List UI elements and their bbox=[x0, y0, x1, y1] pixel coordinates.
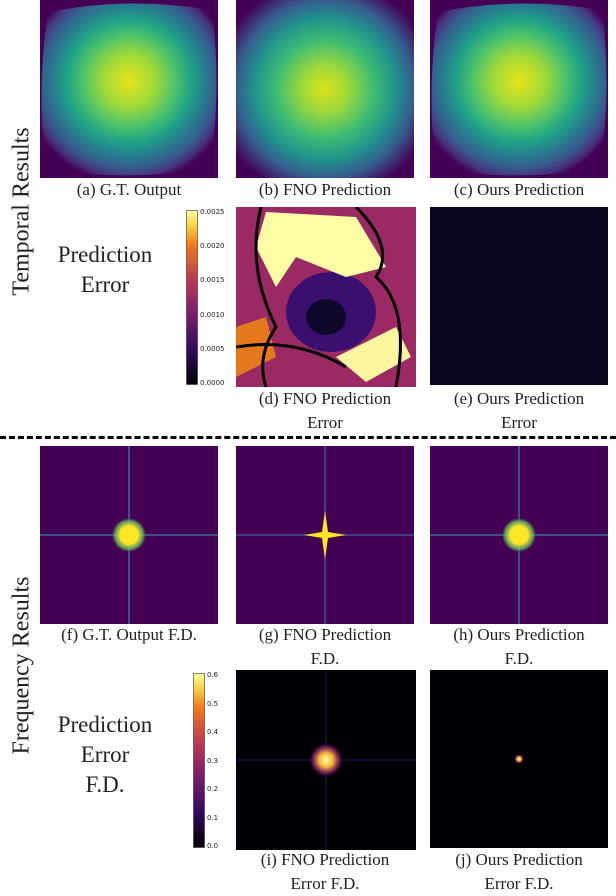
row-label-line: F.D. bbox=[85, 772, 125, 797]
colorbar-tick-label: 0.6 bbox=[207, 671, 219, 679]
colorbar-tick-label: 0.3 bbox=[207, 756, 219, 765]
caption-line: (d) FNO Prediction bbox=[258, 389, 392, 408]
caption-line: (a) G.T. Output bbox=[76, 180, 182, 199]
separator bbox=[0, 436, 616, 439]
gt-output bbox=[40, 0, 218, 178]
caption: (g) FNO Prediction F.D. bbox=[230, 623, 420, 671]
colorbar-tick-label: 0.2 bbox=[207, 785, 219, 793]
row-label-line: Error bbox=[80, 272, 130, 297]
caption-line: (g) FNO Prediction bbox=[258, 625, 392, 644]
caption-line: F.D. bbox=[504, 649, 534, 668]
caption-line: Error F.D. bbox=[290, 874, 360, 893]
colorbar-tick-label: 0.4 bbox=[207, 728, 219, 736]
fno-error bbox=[236, 207, 416, 387]
ours-error bbox=[430, 207, 608, 385]
caption-line: (j) Ours Prediction bbox=[455, 850, 583, 869]
caption: (f) G.T. Output F.D. bbox=[34, 623, 224, 647]
colorbar-tick-label: 0.0000 bbox=[200, 379, 225, 387]
fno-fd bbox=[236, 446, 414, 624]
row-label-line: Prediction bbox=[57, 242, 153, 267]
colorbar-tick-label: 0.0005 bbox=[200, 344, 225, 353]
fno-error-fd bbox=[236, 670, 416, 850]
caption-line: Error bbox=[501, 413, 537, 432]
row-label-line: Prediction bbox=[57, 712, 153, 737]
row-label: Prediction Error F.D. bbox=[40, 710, 170, 800]
colorbar-tick-label: 0.1 bbox=[207, 813, 219, 822]
caption-line: (f) G.T. Output F.D. bbox=[61, 625, 197, 644]
colorbar-tick-label: 0.5 bbox=[207, 699, 219, 708]
side-label: Temporal Results bbox=[8, 127, 35, 296]
fno-prediction bbox=[236, 0, 414, 178]
caption: (e) Ours Prediction Error bbox=[424, 387, 614, 435]
row-label-line: Error bbox=[80, 742, 130, 767]
caption-line: (c) Ours Prediction bbox=[453, 180, 585, 199]
row-label: Prediction Error bbox=[40, 240, 170, 300]
colorbar bbox=[193, 673, 205, 848]
caption-line: Error bbox=[307, 413, 343, 432]
caption-line: (b) FNO Prediction bbox=[258, 180, 392, 199]
side-label: Frequency Results bbox=[8, 576, 35, 755]
ours-fd bbox=[430, 446, 608, 624]
caption: (b) FNO Prediction bbox=[230, 178, 420, 202]
caption-line: (i) FNO Prediction bbox=[260, 850, 390, 869]
colorbar-tick-label: 0.0020 bbox=[200, 242, 225, 251]
colorbar-tick-label: 0.0010 bbox=[200, 310, 225, 319]
caption-line: Error F.D. bbox=[484, 874, 554, 893]
caption: (a) G.T. Output bbox=[34, 178, 224, 202]
caption: (h) Ours Prediction F.D. bbox=[424, 623, 614, 671]
colorbar-tick-label: 0.0025 bbox=[200, 208, 225, 216]
ours-error-fd bbox=[430, 670, 608, 848]
caption: (c) Ours Prediction bbox=[424, 178, 614, 202]
caption: (d) FNO Prediction Error bbox=[230, 387, 420, 435]
gt-fd bbox=[40, 446, 218, 624]
caption: (i) FNO Prediction Error F.D. bbox=[230, 848, 420, 896]
caption-line: F.D. bbox=[310, 649, 340, 668]
ours-prediction bbox=[430, 0, 608, 178]
colorbar bbox=[186, 210, 198, 385]
caption: (j) Ours Prediction Error F.D. bbox=[424, 848, 614, 896]
caption-line: (e) Ours Prediction bbox=[453, 389, 585, 408]
caption-line: (h) Ours Prediction bbox=[453, 625, 585, 644]
colorbar-tick-label: 0.0 bbox=[207, 842, 219, 850]
colorbar-tick-label: 0.0015 bbox=[200, 276, 225, 285]
